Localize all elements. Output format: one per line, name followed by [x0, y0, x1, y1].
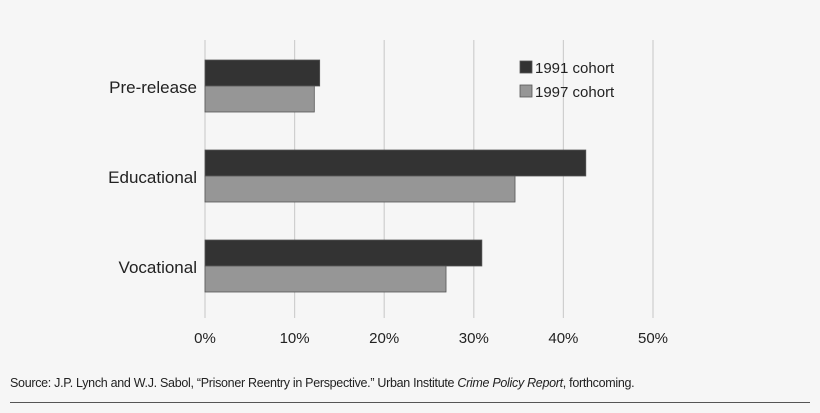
- source-suffix: , forthcoming.: [562, 376, 635, 390]
- legend-swatch: [519, 84, 533, 98]
- x-tick-label: 0%: [194, 330, 216, 347]
- source-italic: Crime Policy Report: [457, 376, 563, 390]
- bar-1991-cohort: [204, 239, 483, 267]
- bar-1997-cohort: [204, 265, 447, 293]
- legend-label: 1991 cohort: [535, 60, 615, 77]
- category-label: Educational: [108, 168, 197, 187]
- category-label: Pre-release: [109, 78, 197, 97]
- source-prefix: Source: J.P. Lynch and W.J. Sabol, “Pris…: [10, 376, 458, 390]
- x-tick-label: 20%: [369, 330, 399, 347]
- bar-1997-cohort: [204, 85, 315, 113]
- x-tick-label: 10%: [280, 330, 310, 347]
- bar-chart: 0% 10% 20% 30% 40% 50% Pre-release Educational V…: [108, 40, 668, 347]
- source-note: Source: J.P. Lynch and W.J. Sabol, “Pris…: [10, 376, 635, 390]
- x-tick-label: 40%: [548, 330, 578, 347]
- legend-swatch: [519, 60, 533, 74]
- bar-1991-cohort: [204, 59, 321, 87]
- legend-label: 1997 cohort: [535, 84, 615, 101]
- x-tick-label: 50%: [638, 330, 668, 347]
- category-label: Vocational: [119, 258, 197, 277]
- divider: [10, 402, 810, 403]
- bar-1991-cohort: [204, 149, 587, 177]
- bar-1997-cohort: [204, 175, 516, 203]
- x-tick-label: 30%: [459, 330, 489, 347]
